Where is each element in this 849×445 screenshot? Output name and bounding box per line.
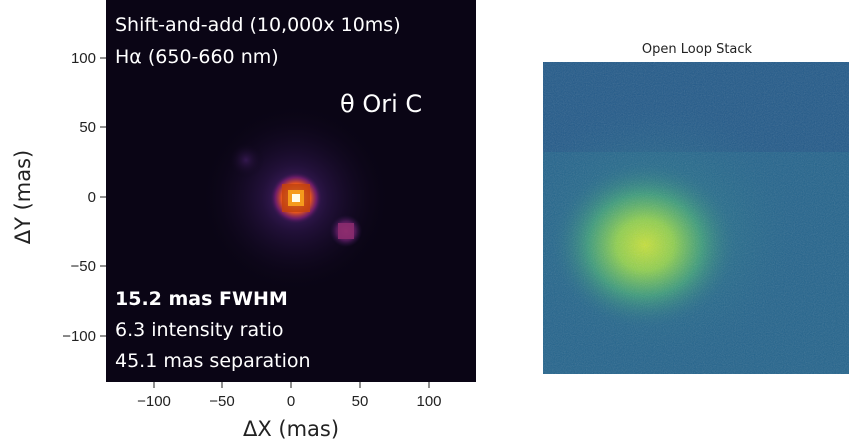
- y-tick-label: 0: [88, 189, 96, 206]
- target-label: θ Ori C: [340, 90, 422, 118]
- x-axis: −100 −50 0 50 100: [137, 382, 442, 410]
- y-tick-label: 100: [71, 50, 96, 67]
- x-tick-label: −50: [209, 393, 234, 410]
- y-axis-label: ΔY (mas): [11, 150, 35, 245]
- open-loop-noise: [543, 62, 849, 374]
- open-loop-image: [543, 62, 849, 374]
- x-tick-label: −100: [137, 393, 171, 410]
- open-loop-title: Open Loop Stack: [642, 42, 753, 57]
- x-tick-label: 0: [287, 393, 295, 410]
- x-tick-label: 100: [416, 393, 441, 410]
- annotation-line-2: Hα (650-660 nm): [115, 46, 279, 68]
- fwhm-stat: 15.2 mas FWHM: [115, 288, 288, 310]
- shift-and-add-figure: Shift-and-add (10,000x 10ms) Hα (650-660…: [11, 0, 476, 441]
- intensity-ratio-stat: 6.3 intensity ratio: [115, 319, 283, 341]
- x-tick-label: 50: [352, 393, 369, 410]
- y-tick-label: 50: [79, 119, 96, 136]
- separation-stat: 45.1 mas separation: [115, 350, 311, 372]
- y-tick-label: −100: [62, 328, 96, 345]
- y-tick-label: −50: [71, 258, 96, 275]
- companion-star: [338, 223, 354, 239]
- x-axis-label: ΔX (mas): [243, 417, 339, 441]
- y-axis: 100 50 0 −50 −100: [62, 50, 106, 345]
- primary-star-core: [292, 194, 300, 202]
- open-loop-stack-figure: Open Loop Stack: [543, 42, 849, 374]
- annotation-line-1: Shift-and-add (10,000x 10ms): [115, 14, 401, 36]
- diffuse-blob: [228, 142, 264, 178]
